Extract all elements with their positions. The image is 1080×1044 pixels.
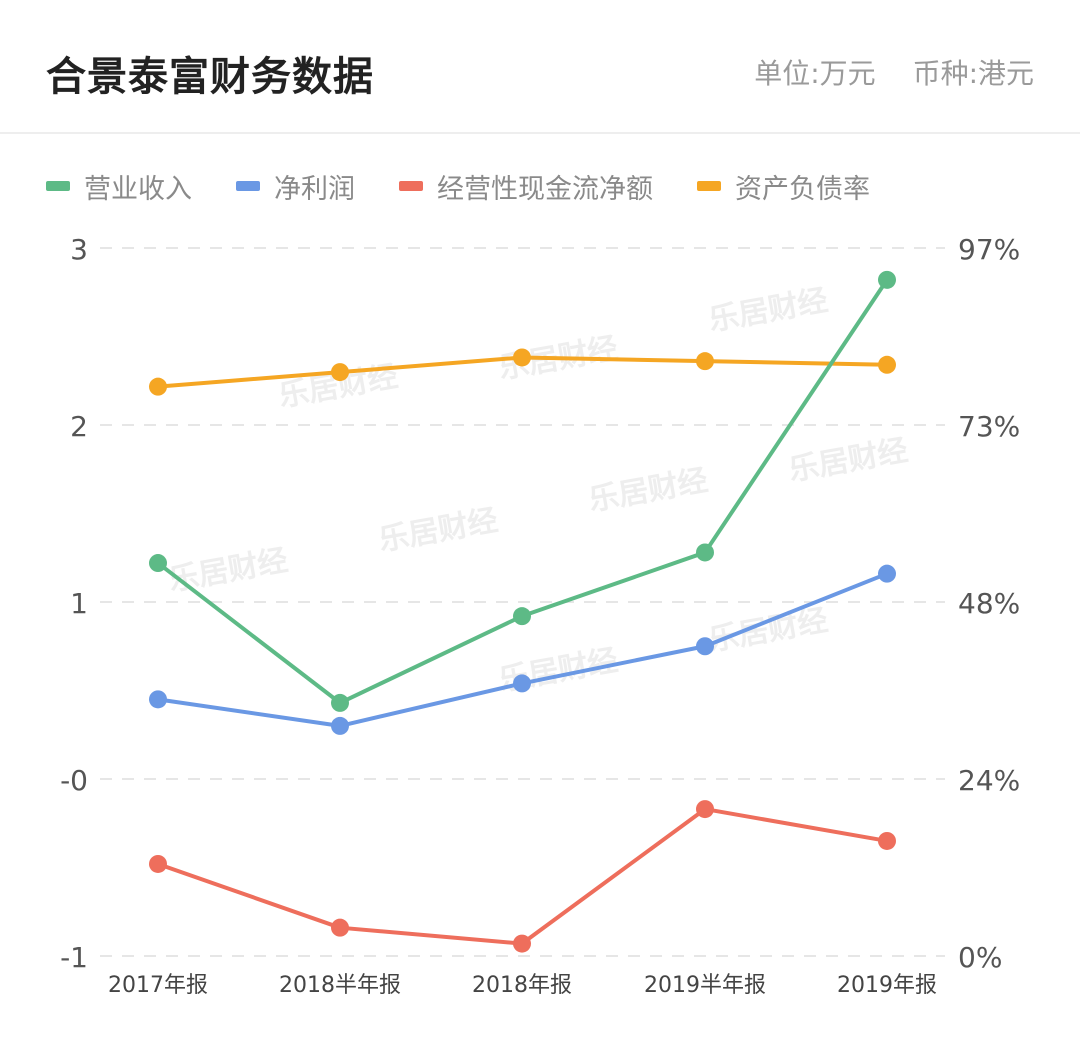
watermark-text: 乐居财经 bbox=[586, 463, 710, 518]
series-line bbox=[156, 571, 889, 728]
y-right-tick-label: 48% bbox=[958, 587, 1020, 620]
y-right-tick-label: 97% bbox=[958, 233, 1020, 266]
x-tick-label: 2018半年报 bbox=[279, 973, 401, 998]
data-point bbox=[696, 543, 714, 562]
unit-info: 单位:万元 币种:港元 bbox=[726, 52, 1034, 92]
watermark-text: 乐居财经 bbox=[376, 503, 500, 558]
watermark-text: 乐居财经 bbox=[496, 643, 620, 698]
data-point bbox=[513, 674, 531, 693]
watermark-text: 乐居财经 bbox=[166, 543, 290, 598]
data-point bbox=[513, 607, 531, 626]
data-point bbox=[696, 800, 714, 819]
x-tick-label: 2017年报 bbox=[108, 973, 208, 998]
data-point bbox=[331, 363, 349, 382]
x-tick-label: 2019年报 bbox=[837, 973, 937, 998]
series-0 bbox=[149, 270, 896, 712]
y-right-tick-label: 0% bbox=[958, 941, 1002, 974]
legend-item-net-profit[interactable]: 净利润 bbox=[236, 167, 355, 206]
data-point bbox=[331, 716, 349, 735]
legend: 营业收入 净利润 经营性现金流净额 资产负债率 bbox=[46, 166, 914, 206]
data-point bbox=[878, 564, 896, 583]
y-right-tick-label: 24% bbox=[958, 764, 1020, 797]
x-tick-label: 2018年报 bbox=[472, 973, 572, 998]
series-3 bbox=[149, 348, 896, 396]
chart-title: 合景泰富财务数据 bbox=[46, 54, 374, 100]
legend-item-revenue[interactable]: 营业收入 bbox=[46, 167, 192, 206]
legend-swatch bbox=[697, 181, 721, 191]
data-point bbox=[878, 355, 896, 374]
legend-item-debt-ratio[interactable]: 资产负债率 bbox=[697, 167, 870, 206]
data-point bbox=[878, 270, 896, 289]
legend-swatch bbox=[236, 181, 260, 191]
data-point bbox=[878, 831, 896, 850]
data-point bbox=[513, 348, 531, 367]
y-left-tick-label: 3 bbox=[70, 233, 88, 266]
y-right-tick-label: 73% bbox=[958, 410, 1020, 443]
series-2 bbox=[149, 800, 896, 953]
data-point bbox=[149, 690, 167, 709]
watermark-text: 乐居财经 bbox=[706, 603, 830, 658]
series-line bbox=[156, 807, 889, 946]
data-point bbox=[696, 637, 714, 656]
watermark-text: 乐居财经 bbox=[706, 283, 830, 338]
data-point bbox=[513, 934, 531, 953]
grid-lines bbox=[100, 247, 945, 957]
data-point bbox=[149, 377, 167, 396]
y-left-tick-label: 2 bbox=[70, 410, 88, 443]
series-1 bbox=[149, 564, 896, 735]
legend-item-operating-cash-flow[interactable]: 经营性现金流净额 bbox=[399, 167, 653, 206]
y-left-tick-label: -0 bbox=[60, 764, 88, 797]
y-left-tick-label: -1 bbox=[60, 941, 88, 974]
legend-swatch bbox=[46, 181, 70, 191]
data-point bbox=[149, 854, 167, 873]
watermark-text: 乐居财经 bbox=[786, 433, 910, 488]
data-point bbox=[149, 554, 167, 573]
y-left-tick-label: 1 bbox=[70, 587, 88, 620]
data-point bbox=[331, 918, 349, 937]
data-point bbox=[331, 693, 349, 712]
unit-label: 单位:万元 bbox=[754, 57, 876, 90]
legend-label: 资产负债率 bbox=[735, 173, 870, 205]
x-tick-label: 2019半年报 bbox=[644, 973, 766, 998]
chart-header: 合景泰富财务数据 单位:万元 币种:港元 bbox=[0, 0, 1080, 134]
data-point bbox=[696, 352, 714, 371]
legend-label: 经营性现金流净额 bbox=[437, 173, 653, 205]
legend-swatch bbox=[399, 181, 423, 191]
currency-label: 币种:港元 bbox=[912, 57, 1034, 90]
legend-label: 营业收入 bbox=[84, 173, 192, 205]
legend-label: 净利润 bbox=[274, 173, 355, 205]
